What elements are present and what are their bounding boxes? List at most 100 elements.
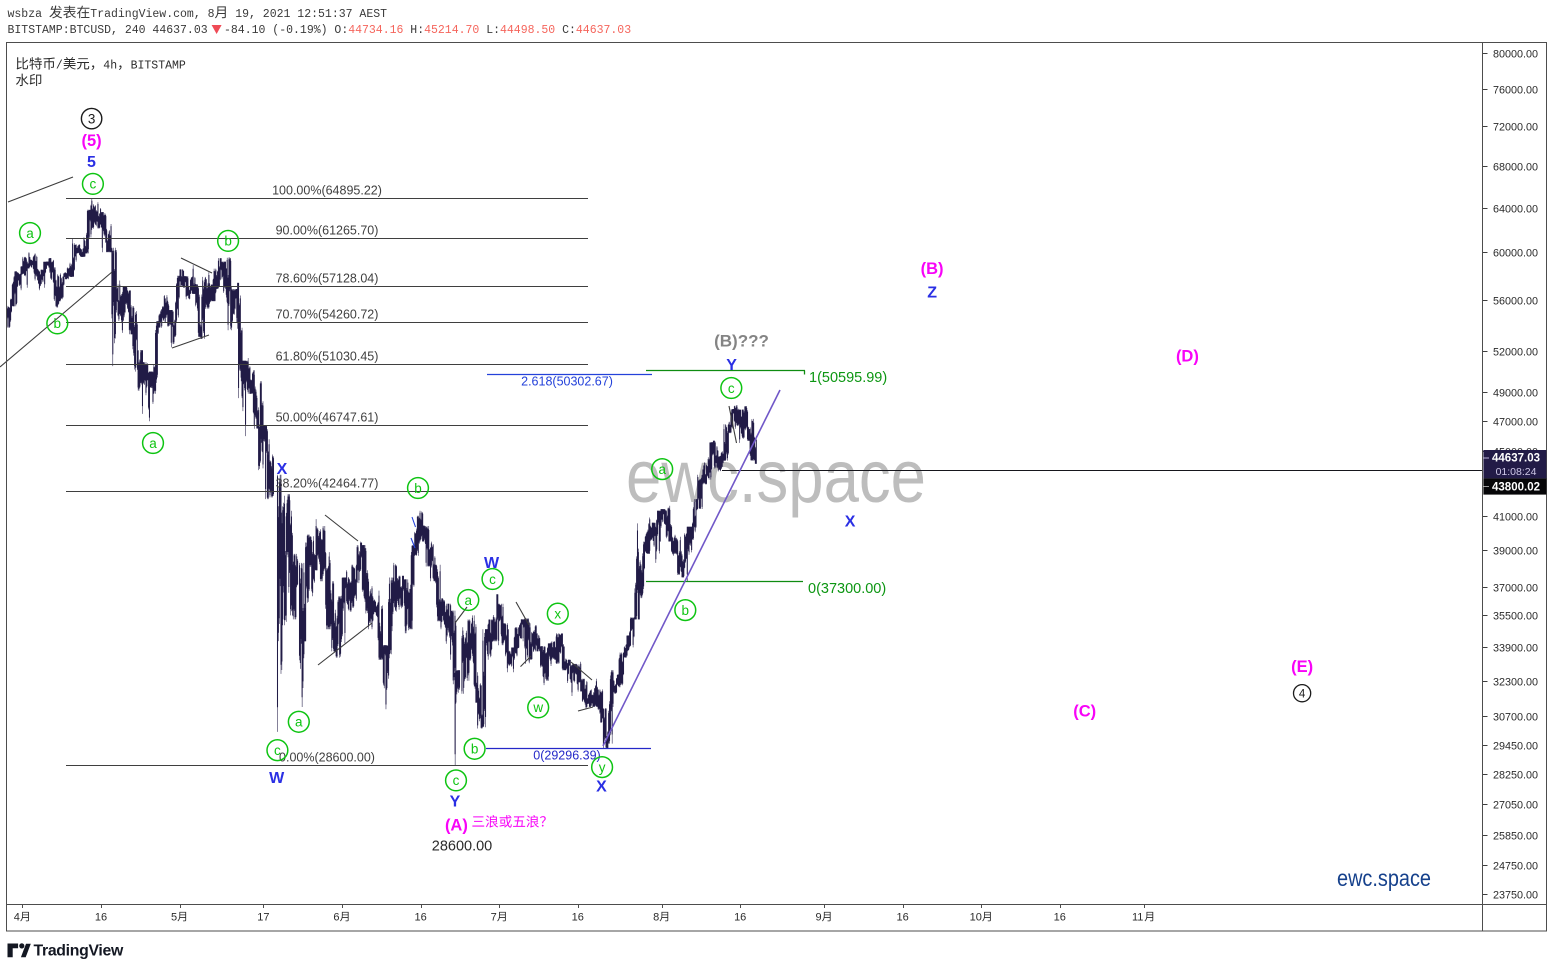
svg-text:Z: Z	[927, 285, 937, 302]
svg-text:(B): (B)	[921, 260, 944, 278]
svg-text:4: 4	[14, 912, 20, 924]
svg-text:(B)???: (B)???	[714, 332, 769, 351]
svg-text:01:08:24: 01:08:24	[1496, 466, 1537, 478]
svg-text:80000.00: 80000.00	[1493, 48, 1538, 60]
svg-text:TradingView: TradingView	[34, 943, 124, 960]
svg-text:10: 10	[970, 912, 982, 924]
svg-text:BITSTAMP:BTCUSD, 240 44637.03: BITSTAMP:BTCUSD, 240 44637.03	[8, 24, 208, 37]
svg-text:(A): (A)	[445, 816, 468, 834]
svg-text:70.70%(54260.72): 70.70%(54260.72)	[276, 308, 379, 322]
svg-text:45214.70: 45214.70	[424, 24, 479, 37]
svg-text:(C): (C)	[1073, 703, 1096, 721]
svg-text:7: 7	[491, 912, 497, 924]
svg-text:a: a	[295, 715, 303, 730]
svg-text:56000.00: 56000.00	[1493, 295, 1538, 307]
svg-text:27050.00: 27050.00	[1493, 799, 1538, 811]
svg-text:39000.00: 39000.00	[1493, 545, 1538, 557]
svg-text:2.618(50302.67): 2.618(50302.67)	[521, 375, 613, 389]
svg-text:60000.00: 60000.00	[1493, 247, 1538, 259]
svg-text:x: x	[554, 607, 561, 622]
svg-text:0(29296.39): 0(29296.39)	[533, 749, 600, 763]
svg-text:H:: H:	[403, 24, 424, 37]
svg-text:44637.03: 44637.03	[576, 24, 631, 37]
svg-text:b: b	[54, 316, 62, 331]
svg-text:44637.03: 44637.03	[1492, 452, 1540, 464]
svg-text:28250.00: 28250.00	[1493, 769, 1538, 781]
svg-text:L:: L:	[479, 24, 500, 37]
svg-text:(D): (D)	[1176, 347, 1199, 365]
svg-text:W: W	[484, 555, 500, 572]
svg-text:38.20%(42464.77): 38.20%(42464.77)	[276, 477, 379, 491]
svg-text:ewc.space: ewc.space	[1337, 865, 1431, 891]
svg-text:a: a	[658, 462, 666, 477]
svg-text:a: a	[149, 436, 157, 451]
svg-text:(E): (E)	[1291, 658, 1313, 676]
svg-text:50.00%(46747.61): 50.00%(46747.61)	[276, 411, 379, 425]
svg-text:49000.00: 49000.00	[1493, 387, 1538, 399]
svg-text:X: X	[277, 461, 288, 478]
svg-text:X: X	[596, 779, 607, 796]
svg-text:35500.00: 35500.00	[1493, 610, 1538, 622]
svg-text:c: c	[90, 177, 97, 192]
svg-text:ewc.space: ewc.space	[626, 435, 926, 518]
svg-text:17: 17	[257, 912, 269, 924]
svg-text:c: c	[274, 743, 281, 758]
svg-text:16: 16	[1054, 912, 1066, 924]
svg-text:43800.02: 43800.02	[1492, 481, 1540, 493]
svg-text:9: 9	[816, 912, 822, 924]
svg-text:W: W	[269, 770, 285, 787]
svg-text:19, 2021 12:51:37 AEST: 19, 2021 12:51:37 AEST	[228, 8, 387, 21]
svg-text:4: 4	[1299, 689, 1306, 701]
svg-text:30700.00: 30700.00	[1493, 711, 1538, 723]
svg-text:Y: Y	[726, 357, 737, 374]
svg-text:BITSTAMP: BITSTAMP	[131, 60, 186, 73]
svg-text:44734.16: 44734.16	[348, 24, 403, 37]
svg-text:16: 16	[414, 912, 426, 924]
svg-text:X: X	[845, 513, 856, 530]
svg-text:16: 16	[896, 912, 908, 924]
svg-text:16: 16	[734, 912, 746, 924]
svg-text:4h: 4h	[103, 60, 117, 73]
svg-text:61.80%(51030.45): 61.80%(51030.45)	[276, 350, 379, 364]
svg-text:44498.50: 44498.50	[500, 24, 555, 37]
svg-text:Y: Y	[450, 793, 461, 810]
svg-text:(5): (5)	[82, 132, 102, 150]
svg-text:47000.00: 47000.00	[1493, 416, 1538, 428]
svg-text:1(50595.99): 1(50595.99)	[809, 370, 887, 386]
svg-text:c: c	[453, 773, 460, 788]
svg-text:78.60%(57128.04): 78.60%(57128.04)	[276, 272, 379, 286]
svg-text:a: a	[26, 226, 34, 241]
svg-text:y: y	[599, 760, 606, 775]
svg-text:8: 8	[653, 912, 659, 924]
svg-text:52000.00: 52000.00	[1493, 346, 1538, 358]
svg-text:90.00%(61265.70): 90.00%(61265.70)	[276, 224, 379, 238]
svg-text:a: a	[465, 593, 473, 608]
svg-text:c: c	[728, 381, 735, 396]
svg-text:29450.00: 29450.00	[1493, 740, 1538, 752]
svg-text:b: b	[682, 603, 690, 618]
svg-text:0(37300.00): 0(37300.00)	[808, 581, 886, 597]
svg-text:6: 6	[333, 912, 339, 924]
svg-text:64000.00: 64000.00	[1493, 203, 1538, 215]
svg-text:/: /	[56, 60, 63, 73]
svg-text:b: b	[414, 481, 422, 496]
svg-text:16: 16	[95, 912, 107, 924]
svg-text:c: c	[489, 572, 496, 587]
svg-text:5: 5	[87, 154, 96, 171]
svg-text:25850.00: 25850.00	[1493, 830, 1538, 842]
svg-text:16: 16	[572, 912, 584, 924]
svg-text:C:: C:	[555, 24, 576, 37]
svg-text:5: 5	[171, 912, 177, 924]
svg-text:72000.00: 72000.00	[1493, 121, 1538, 133]
svg-text:TradingView.com, 8: TradingView.com, 8	[90, 8, 214, 21]
svg-text:32300.00: 32300.00	[1493, 676, 1538, 688]
svg-text:b: b	[224, 234, 232, 249]
svg-text:28600.00: 28600.00	[432, 838, 492, 854]
svg-text:100.00%(64895.22): 100.00%(64895.22)	[272, 184, 382, 198]
svg-text:68000.00: 68000.00	[1493, 161, 1538, 173]
svg-text:3: 3	[88, 112, 96, 127]
svg-text:24750.00: 24750.00	[1493, 860, 1538, 872]
svg-text:0.00%(28600.00): 0.00%(28600.00)	[279, 751, 375, 765]
svg-text:11: 11	[1132, 912, 1143, 924]
svg-text:wsbza: wsbza	[8, 8, 43, 21]
